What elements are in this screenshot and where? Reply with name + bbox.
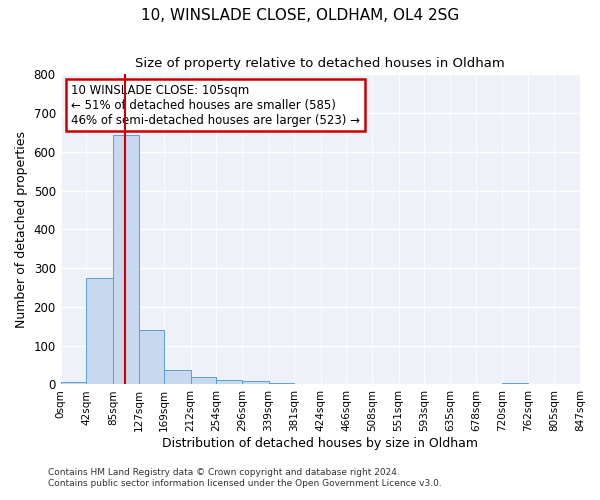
Bar <box>269 382 294 384</box>
Title: Size of property relative to detached houses in Oldham: Size of property relative to detached ho… <box>136 58 505 70</box>
Text: 10 WINSLADE CLOSE: 105sqm
← 51% of detached houses are smaller (585)
46% of semi: 10 WINSLADE CLOSE: 105sqm ← 51% of detac… <box>71 84 360 126</box>
Bar <box>86 278 113 384</box>
Bar <box>164 370 191 384</box>
X-axis label: Distribution of detached houses by size in Oldham: Distribution of detached houses by size … <box>163 437 478 450</box>
Bar <box>502 382 528 384</box>
Bar <box>139 330 164 384</box>
Bar <box>113 134 139 384</box>
Y-axis label: Number of detached properties: Number of detached properties <box>15 131 28 328</box>
Bar <box>242 380 269 384</box>
Text: 10, WINSLADE CLOSE, OLDHAM, OL4 2SG: 10, WINSLADE CLOSE, OLDHAM, OL4 2SG <box>141 8 459 22</box>
Text: Contains HM Land Registry data © Crown copyright and database right 2024.
Contai: Contains HM Land Registry data © Crown c… <box>48 468 442 487</box>
Bar <box>61 382 86 384</box>
Bar <box>191 376 217 384</box>
Bar <box>217 380 242 384</box>
